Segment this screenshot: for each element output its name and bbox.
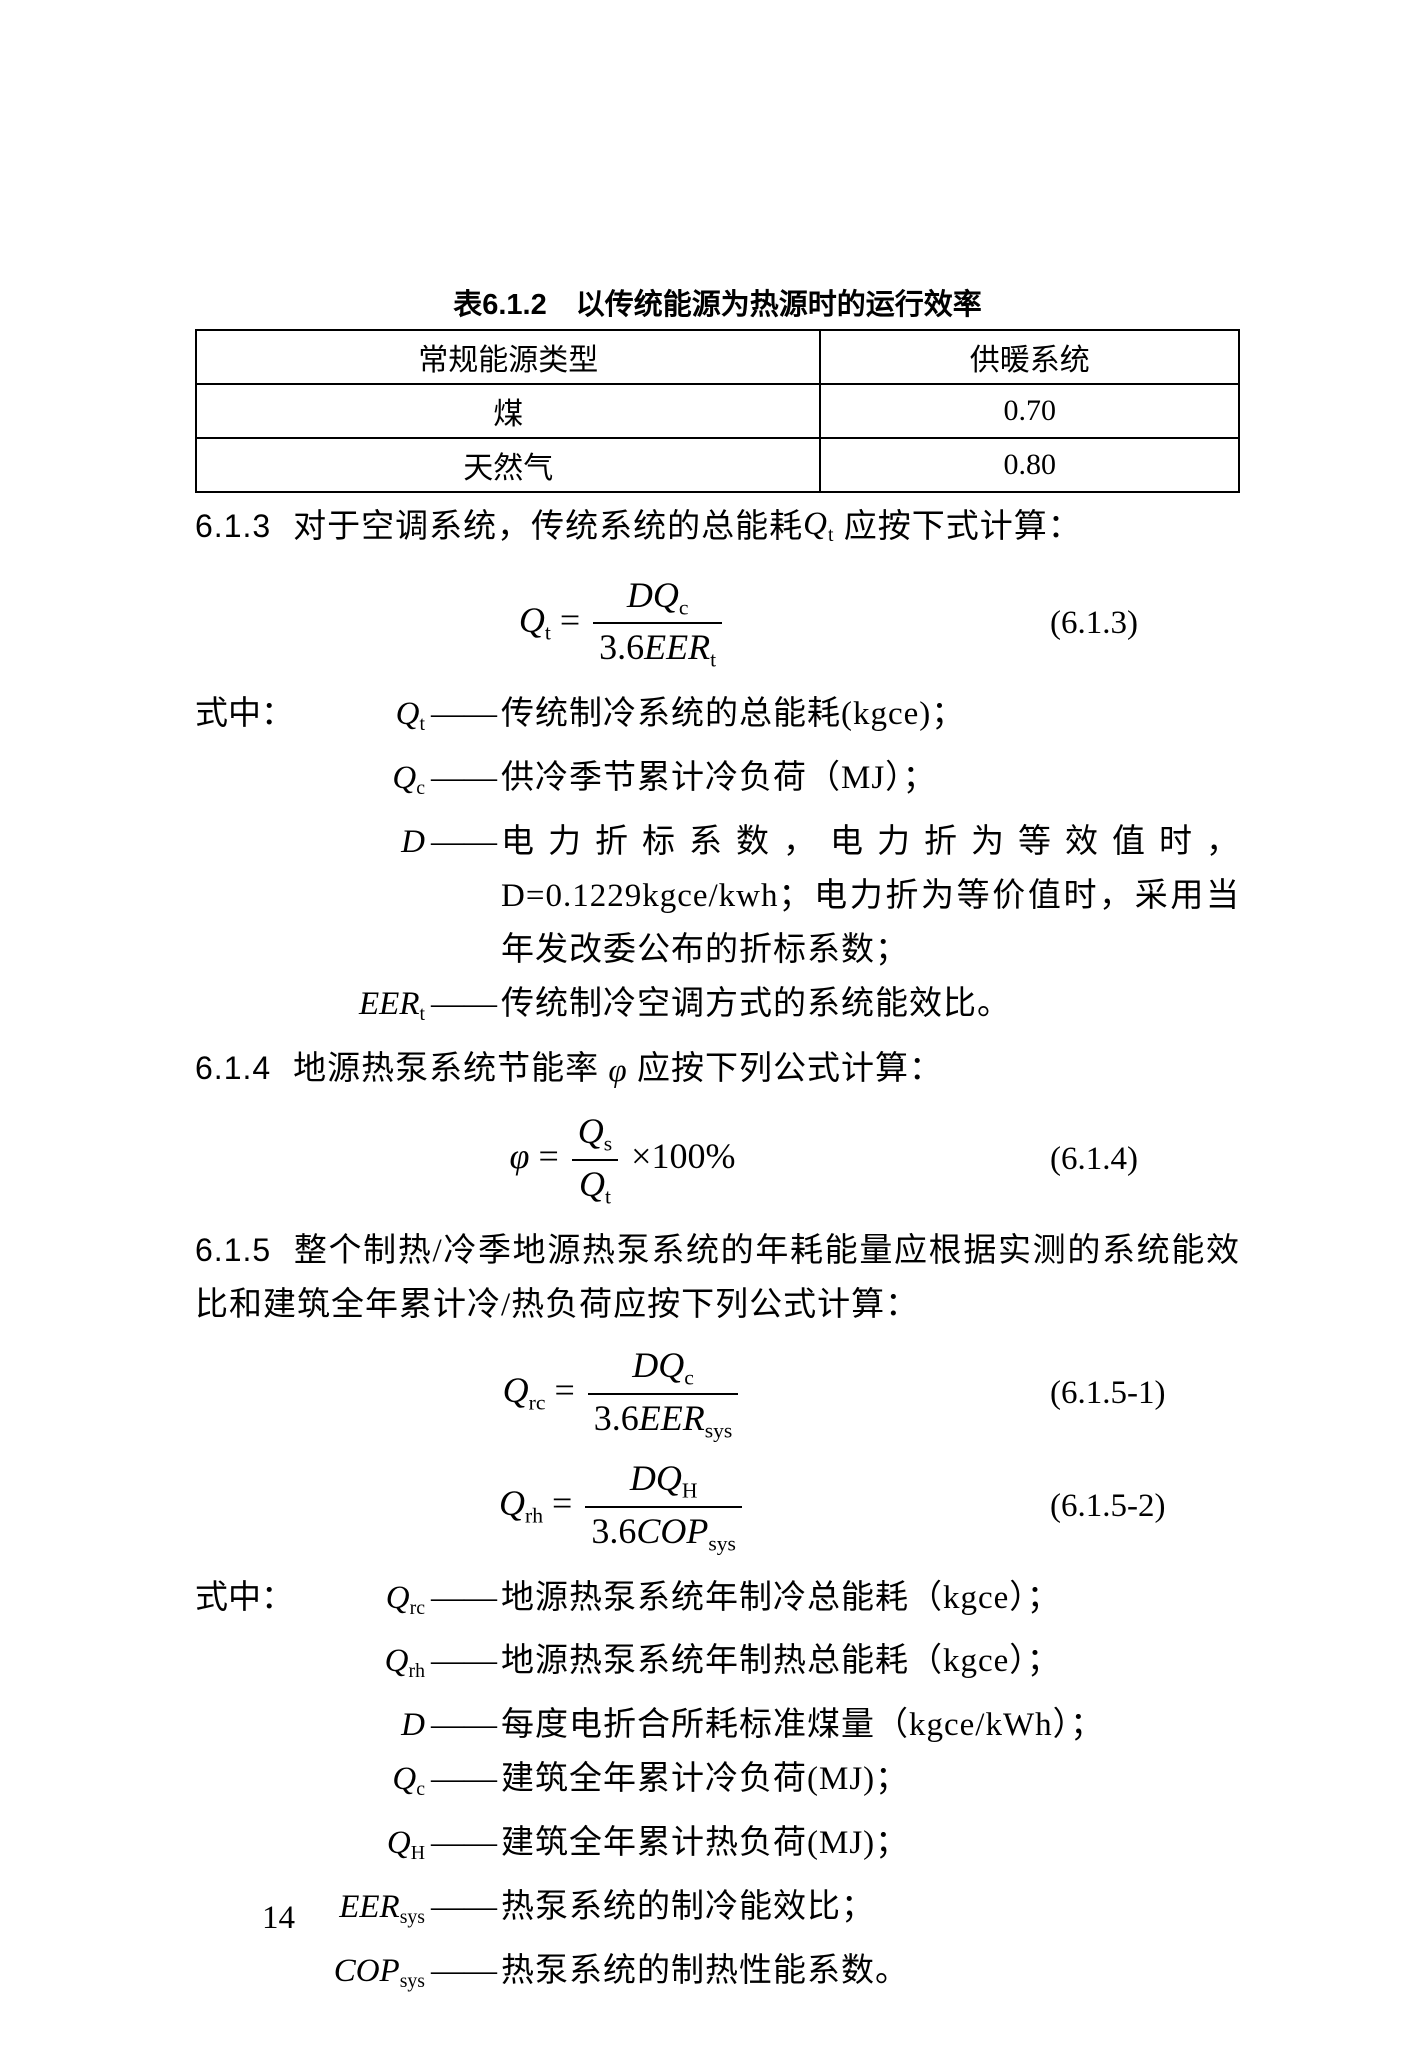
def-row: COPsys —— 热泵系统的制热性能系数。 <box>195 1944 1240 2008</box>
def-symbol: Qc <box>303 1752 425 1816</box>
def-dash: —— <box>425 1816 501 1870</box>
def-dash: —— <box>425 687 501 741</box>
def-dash: —— <box>425 751 501 805</box>
eq-lhs: Qrc <box>503 1370 546 1410</box>
equation-615-2: Qrh = DQH 3.6COPsys (6.1.5-2) <box>195 1457 1240 1556</box>
table-cell: 煤 <box>196 384 820 438</box>
def-text: 传统制冷空调方式的系统能效比。 <box>501 977 1240 1031</box>
para-614: 6.1.4 地源热泵系统节能率 φ 应按下列公式计算： <box>195 1041 1240 1098</box>
equation-number: (6.1.5-1) <box>1050 1375 1240 1412</box>
def-symbol: D <box>303 815 425 869</box>
section-number: 6.1.4 <box>195 1050 271 1086</box>
def-text: 每度电折合所耗标准煤量（kgce/kWh）； <box>501 1698 1240 1752</box>
def-dash: —— <box>425 815 501 869</box>
def-text: 供冷季节累计冷负荷（MJ）； <box>501 751 1240 805</box>
def-text: 热泵系统的制冷能效比； <box>501 1880 1240 1934</box>
def-row: Qc —— 建筑全年累计冷负荷(MJ)； <box>195 1752 1240 1816</box>
def-symbol: EERsys <box>303 1880 425 1944</box>
def-row: 式中： Qt —— 传统制冷系统的总能耗(kgce)； <box>195 687 1240 751</box>
def-symbol: Qrc <box>303 1571 425 1635</box>
para-text: 应按下列公式计算： <box>628 1051 943 1087</box>
efficiency-table: 常规能源类型 供暖系统 煤 0.70 天然气 0.80 <box>195 329 1240 493</box>
fraction: Qs Qt <box>572 1110 618 1209</box>
def-dash: —— <box>425 1752 501 1806</box>
def-row: D —— 每度电折合所耗标准煤量（kgce/kWh）； <box>195 1698 1240 1752</box>
page-content: 表6.1.2 以传统能源为热源时的运行效率 常规能源类型 供暖系统 煤 0.70… <box>195 281 1240 2008</box>
def-text: 传统制冷系统的总能耗(kgce)； <box>501 687 1240 741</box>
para-text: 地源热泵系统节能率 <box>293 1051 608 1087</box>
table-row: 天然气 0.80 <box>196 438 1239 492</box>
para-text: 对于空调系统，传统系统的总能耗 <box>293 509 803 545</box>
symbol-phi: φ <box>608 1044 627 1098</box>
equation-number: (6.1.5-2) <box>1050 1488 1240 1525</box>
def-lead: 式中： <box>195 687 303 741</box>
equation-number: (6.1.3) <box>1050 605 1240 642</box>
equation-614: φ = Qs Qt ×100% (6.1.4) <box>195 1110 1240 1209</box>
table-header-row: 常规能源类型 供暖系统 <box>196 330 1239 384</box>
para-615: 6.1.5整个制热/冷季地源热泵系统的年耗能量应根据实测的系统能效比和建筑全年累… <box>195 1223 1240 1332</box>
fraction: DQc 3.6EERt <box>593 574 722 673</box>
section-number: 6.1.5 <box>195 1232 271 1268</box>
equation-body: Qrh = DQH 3.6COPsys <box>195 1457 1050 1556</box>
def-symbol: Qrh <box>303 1634 425 1698</box>
eq-lhs: Qt <box>519 600 551 640</box>
eq-lhs: φ <box>510 1136 530 1176</box>
table-header-2: 供暖系统 <box>820 330 1239 384</box>
def-dash: —— <box>425 1698 501 1752</box>
def-row: EERt —— 传统制冷空调方式的系统能效比。 <box>195 977 1240 1041</box>
def-dash: —— <box>425 1634 501 1688</box>
def-dash: —— <box>425 1880 501 1934</box>
fraction: DQc 3.6EERsys <box>588 1344 739 1443</box>
def-text: 地源热泵系统年制热总能耗（kgce）； <box>501 1634 1240 1688</box>
table-cell: 0.80 <box>820 438 1239 492</box>
def-symbol: Qc <box>303 751 425 815</box>
para-text: 应按下式计算： <box>835 509 1082 545</box>
defs-613: 式中： Qt —— 传统制冷系统的总能耗(kgce)； Qc —— 供冷季节累计… <box>195 687 1240 1041</box>
para-613: 6.1.3 对于空调系统，传统系统的总能耗 Qt 应按下式计算： <box>195 497 1240 562</box>
def-text: 热泵系统的制热性能系数。 <box>501 1944 1240 1998</box>
def-row: Qc —— 供冷季节累计冷负荷（MJ）； <box>195 751 1240 815</box>
def-text: 地源热泵系统年制冷总能耗（kgce）； <box>501 1571 1240 1625</box>
def-row: EERsys —— 热泵系统的制冷能效比； <box>195 1880 1240 1944</box>
table-cell: 天然气 <box>196 438 820 492</box>
table-caption: 表6.1.2 以传统能源为热源时的运行效率 <box>195 281 1240 323</box>
def-dash: —— <box>425 1944 501 1998</box>
def-symbol: COPsys <box>303 1944 425 2008</box>
equation-body: φ = Qs Qt ×100% <box>195 1110 1050 1209</box>
page-number: 14 <box>262 1900 295 1937</box>
def-row: D —— 电力折标系数，电力折为等效值时，D=0.1229kgce/kwh；电力… <box>195 815 1240 977</box>
def-row: Qrh —— 地源热泵系统年制热总能耗（kgce）； <box>195 1634 1240 1698</box>
table-row: 煤 0.70 <box>196 384 1239 438</box>
def-symbol: Qt <box>303 687 425 751</box>
fraction: DQH 3.6COPsys <box>585 1457 742 1556</box>
def-row: 式中： Qrc —— 地源热泵系统年制冷总能耗（kgce）； <box>195 1571 1240 1635</box>
def-symbol: EERt <box>303 977 425 1041</box>
section-number: 6.1.3 <box>195 508 271 544</box>
equation-body: Qt = DQc 3.6EERt <box>195 574 1050 673</box>
symbol-Qt: Qt <box>803 497 834 562</box>
eq-lhs: Qrh <box>499 1483 543 1523</box>
def-text: 建筑全年累计冷负荷(MJ)； <box>501 1752 1240 1806</box>
table-header-1: 常规能源类型 <box>196 330 820 384</box>
equation-613: Qt = DQc 3.6EERt (6.1.3) <box>195 574 1240 673</box>
equation-body: Qrc = DQc 3.6EERsys <box>195 1344 1050 1443</box>
equation-number: (6.1.4) <box>1050 1141 1240 1178</box>
def-dash: —— <box>425 1571 501 1625</box>
equation-615-1: Qrc = DQc 3.6EERsys (6.1.5-1) <box>195 1344 1240 1443</box>
defs-615: 式中： Qrc —— 地源热泵系统年制冷总能耗（kgce）； Qrh —— 地源… <box>195 1571 1240 2009</box>
def-dash: —— <box>425 977 501 1031</box>
table-cell: 0.70 <box>820 384 1239 438</box>
para-text: 整个制热/冷季地源热泵系统的年耗能量应根据实测的系统能效比和建筑全年累计冷/热负… <box>195 1233 1240 1323</box>
def-row: QH —— 建筑全年累计热负荷(MJ)； <box>195 1816 1240 1880</box>
def-symbol: QH <box>303 1816 425 1880</box>
def-text: 建筑全年累计热负荷(MJ)； <box>501 1816 1240 1870</box>
def-lead: 式中： <box>195 1571 303 1625</box>
def-symbol: D <box>303 1698 425 1752</box>
def-text: 电力折标系数，电力折为等效值时，D=0.1229kgce/kwh；电力折为等价值… <box>501 815 1240 977</box>
